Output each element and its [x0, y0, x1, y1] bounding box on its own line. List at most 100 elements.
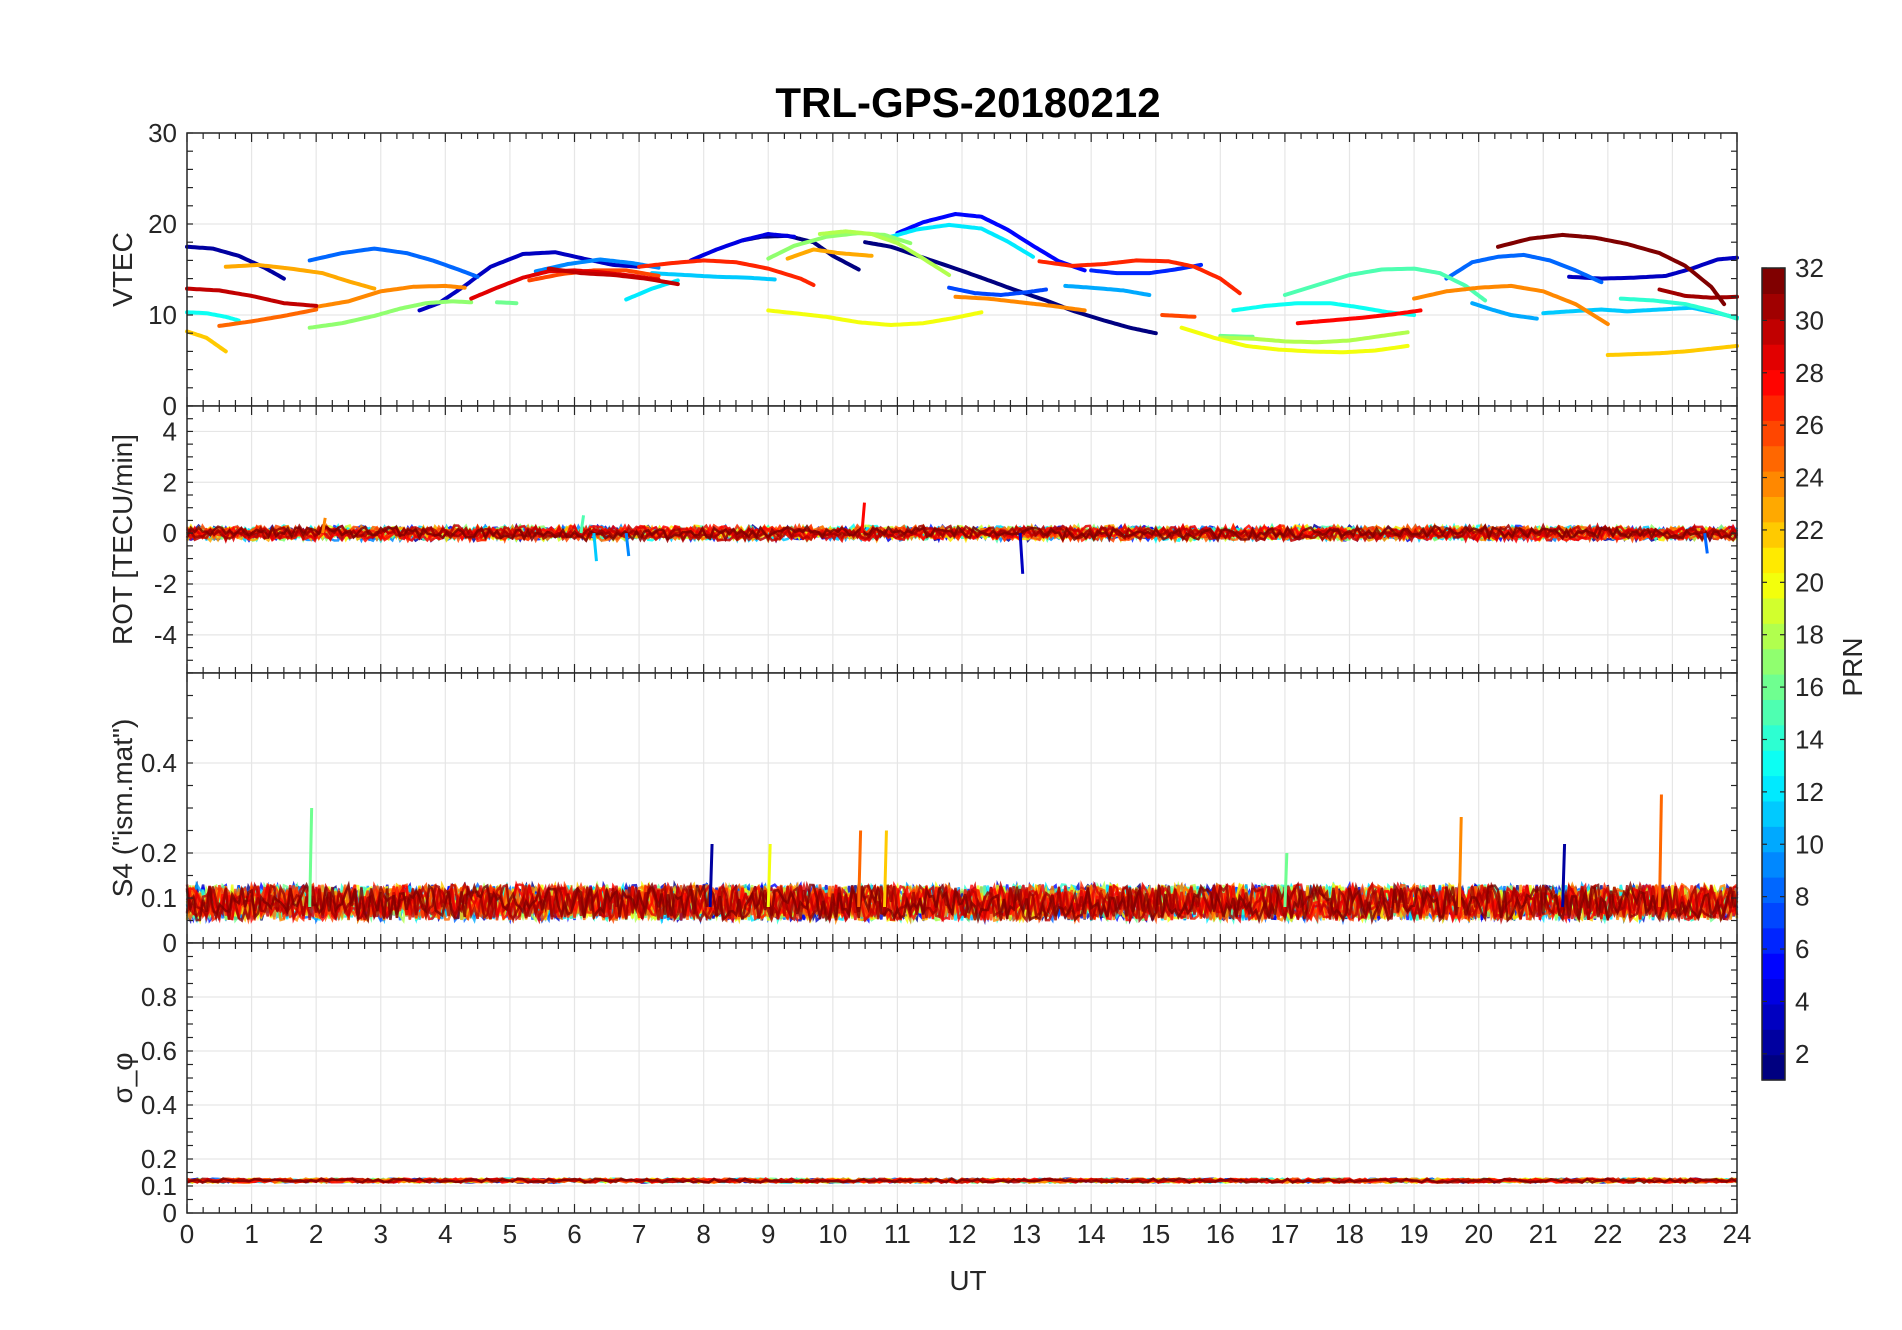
prn-arc — [1160, 313, 1197, 319]
prn-arc — [185, 244, 286, 281]
prn-arc — [307, 299, 474, 330]
colorbar-tick-label: 8 — [1795, 882, 1809, 912]
prn-arc — [495, 300, 519, 306]
vtec-panel: 0 10 20 30 VTEC — [107, 118, 1739, 421]
colorbar-band — [1762, 420, 1785, 447]
x-tick-label: 14 — [1077, 1219, 1106, 1249]
y-tick-label: 0.2 — [141, 838, 177, 868]
y-tick-label: 0 — [163, 518, 177, 548]
prn-arc — [185, 286, 319, 308]
x-tick-label: 23 — [1658, 1219, 1687, 1249]
x-tick-label: 1 — [244, 1219, 258, 1249]
y-tick-label: 0.8 — [141, 982, 177, 1012]
colorbar-tick-label: 4 — [1795, 986, 1809, 1016]
x-tick-label: 12 — [948, 1219, 977, 1249]
y-tick-label: 0.4 — [141, 748, 177, 778]
rot-spike — [321, 517, 327, 534]
prn-arc — [1295, 308, 1423, 326]
colorbar-band — [1762, 521, 1785, 548]
colorbar-band — [1762, 826, 1785, 853]
prn-arc — [1282, 266, 1488, 303]
colorbar-band — [1762, 724, 1785, 751]
y-axis-label: ROT [TECU/min] — [107, 434, 138, 645]
colorbar-band — [1762, 674, 1785, 700]
colorbar-tick-label: 2 — [1795, 1039, 1809, 1069]
y-tick-label: 0 — [163, 1198, 177, 1228]
s4-spike — [1283, 852, 1289, 908]
colorbar-band — [1762, 699, 1785, 726]
prn-arc — [1412, 283, 1610, 327]
colorbar-band — [1762, 902, 1785, 929]
series-data — [185, 794, 1739, 926]
colorbar-band — [1762, 547, 1785, 574]
x-tick-label: 8 — [696, 1219, 710, 1249]
prn-arc — [889, 222, 1035, 259]
y-tick-label: -2 — [154, 569, 177, 599]
colorbar-band — [1762, 369, 1785, 396]
series-data — [186, 1177, 1738, 1185]
prn-arc — [1444, 252, 1604, 285]
prn-arc — [307, 246, 480, 279]
s4-panel: 0 0.1 0.2 0.4S4 ("ism.mat") — [107, 672, 1739, 958]
prn-arc — [766, 308, 984, 327]
colorbar-tick-label: 26 — [1795, 410, 1824, 440]
prn-arc — [1618, 296, 1739, 321]
y-tick-label: 0.4 — [141, 1090, 177, 1120]
y-tick-label: 2 — [163, 467, 177, 497]
colorbar-tick-label: 24 — [1795, 463, 1824, 493]
series-data — [185, 502, 1739, 574]
colorbar-tick-label: 12 — [1795, 777, 1824, 807]
colorbar-band — [1762, 877, 1785, 903]
y-tick-label: 0.6 — [141, 1036, 177, 1066]
x-tick-label: 21 — [1529, 1219, 1558, 1249]
colorbar-band — [1762, 1054, 1785, 1081]
y-tick-label: 10 — [148, 300, 177, 330]
y-tick-label: 30 — [148, 118, 177, 148]
prn-arc — [1231, 301, 1417, 317]
s4-spike — [1658, 794, 1663, 908]
colorbar-band — [1762, 623, 1785, 650]
colorbar-tick-label: 22 — [1795, 515, 1824, 545]
s4-spike — [766, 843, 772, 908]
colorbar-tick-label: 20 — [1795, 567, 1824, 597]
colorbar-band — [1762, 597, 1785, 624]
prn-arc — [637, 258, 816, 287]
prn-arc — [1218, 330, 1410, 345]
colorbar-band — [1762, 775, 1785, 802]
prn-arc — [223, 262, 377, 291]
x-tick-label: 3 — [374, 1219, 388, 1249]
colorbar-band — [1762, 851, 1785, 878]
colorbar-band — [1762, 318, 1785, 345]
y-tick-label: 20 — [148, 209, 177, 239]
sigma-phi-panel: 00.10.2 0.4 0.6 0.8 σ_φ — [107, 942, 1738, 1228]
x-tick-label: 5 — [503, 1219, 517, 1249]
prn-arc — [546, 266, 680, 287]
colorbar-label: PRN — [1837, 637, 1868, 696]
x-tick-label: 15 — [1141, 1219, 1170, 1249]
prn-arc — [688, 232, 797, 263]
colorbar-tick-label: 14 — [1795, 724, 1824, 754]
x-tick-label: 17 — [1270, 1219, 1299, 1249]
colorbar-band — [1762, 800, 1785, 827]
prn-arc — [417, 250, 642, 313]
s4-spike — [857, 830, 863, 908]
prn-arc — [185, 310, 241, 323]
x-axis-label: UT — [949, 1265, 986, 1296]
prn-arc — [895, 212, 1087, 273]
y-tick-label: 0 — [163, 928, 177, 958]
colorbar-band — [1762, 978, 1785, 1005]
x-tick-label: 18 — [1335, 1219, 1364, 1249]
prn-arc — [766, 231, 913, 261]
colorbar-tick-label: 10 — [1795, 829, 1824, 859]
colorbar-band — [1762, 344, 1785, 371]
y-tick-label: 0 — [163, 391, 177, 421]
s4-spike — [883, 830, 888, 908]
y-tick-label: -4 — [154, 620, 177, 650]
prn-arc — [1567, 255, 1739, 281]
rot-spike — [860, 502, 866, 534]
colorbar-band — [1762, 496, 1785, 523]
colorbar-band — [1762, 293, 1785, 320]
rot-trace — [185, 523, 1739, 543]
